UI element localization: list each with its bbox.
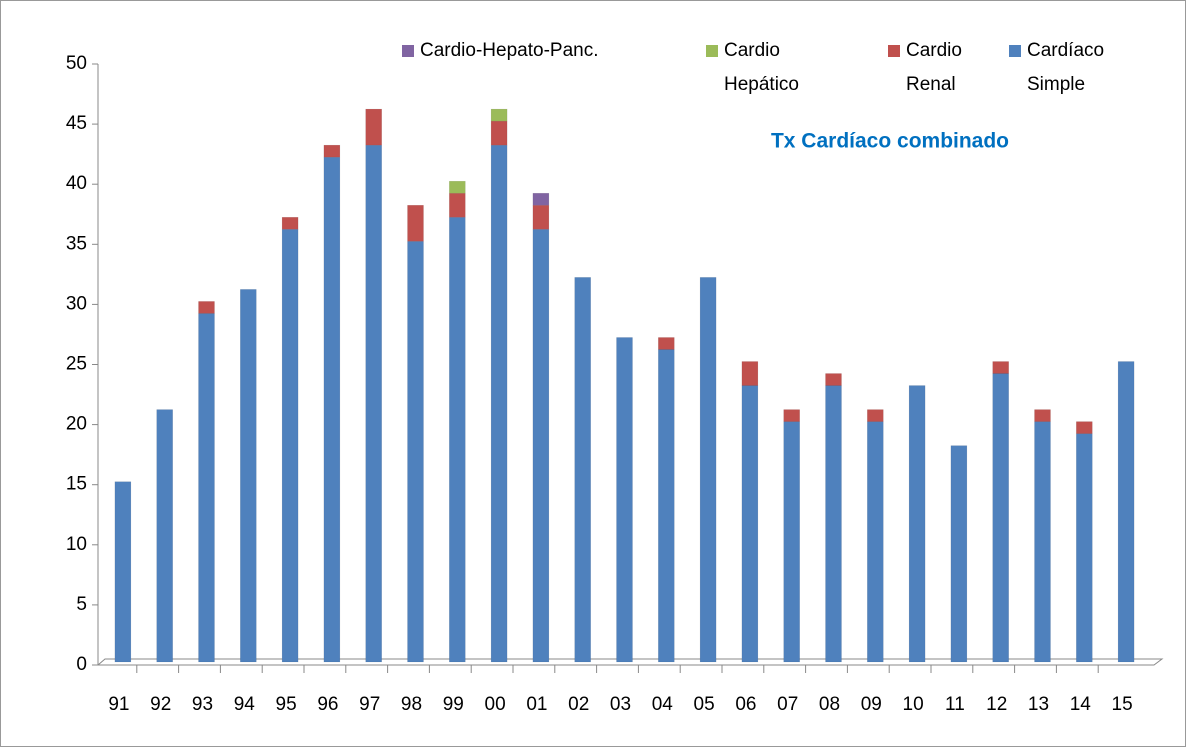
bar-segment: [1076, 421, 1093, 434]
x-tick-label: 96: [317, 694, 338, 715]
legend-swatch: [402, 45, 414, 57]
y-tick-label: 45: [66, 113, 87, 134]
chart-title: Tx Cardíaco combinado: [771, 130, 1009, 153]
bar-segment: [1034, 421, 1051, 663]
bar-segment: [867, 421, 884, 663]
bar-segment: [449, 217, 466, 663]
bar-segment: [281, 217, 299, 230]
x-tick-label: 93: [192, 694, 213, 715]
bar-segment: [240, 289, 257, 663]
x-tick-label: 13: [1028, 694, 1049, 715]
bar-segment: [407, 204, 424, 242]
bar-segment: [490, 144, 508, 663]
legend-label: Cardio-Hepato-Panc.: [420, 40, 599, 61]
legend-swatch: [888, 45, 900, 57]
x-tick-label: 10: [903, 694, 924, 715]
y-tick-label: 50: [66, 53, 87, 74]
bar-segment: [908, 385, 926, 663]
x-tick-label: 04: [652, 694, 674, 715]
x-tick-label: 92: [150, 694, 171, 715]
y-tick-label: 10: [66, 534, 87, 555]
y-tick-label: 0: [76, 654, 87, 675]
x-tick-label: 97: [359, 694, 380, 715]
x-tick-label: 06: [735, 694, 756, 715]
bar-segment: [658, 349, 675, 663]
bar-segment: [323, 144, 341, 158]
bar-segment: [616, 337, 633, 663]
x-tick-label: 02: [568, 694, 589, 715]
legend-label: Cardíaco Simple: [1027, 40, 1105, 95]
bar-segment: [198, 301, 215, 314]
y-tick-label: 40: [66, 173, 87, 194]
bar-segment: [950, 445, 968, 663]
bar-segment: [741, 385, 759, 663]
legend-label: Cardio Hepático: [724, 40, 799, 95]
x-tick-label: 94: [234, 694, 256, 715]
x-tick-label: 05: [694, 694, 715, 715]
x-tick-label: 11: [945, 694, 965, 715]
bar-segment: [449, 192, 466, 218]
bar-segment: [532, 204, 550, 230]
bar-segment: [156, 409, 173, 663]
bar-segment: [699, 277, 717, 663]
y-tick-label: 20: [66, 414, 87, 435]
y-tick-label: 15: [66, 474, 87, 495]
x-tick-label: 15: [1112, 694, 1133, 715]
x-tick-label: 12: [986, 694, 1007, 715]
bar-segment: [532, 229, 550, 663]
bar-segment: [783, 421, 800, 663]
x-tick-label: 91: [108, 694, 129, 715]
x-tick-label: 09: [861, 694, 882, 715]
bar-segment: [658, 337, 675, 350]
bar-segment: [323, 156, 341, 663]
x-tick-label: 03: [610, 694, 631, 715]
bar-segment: [365, 108, 382, 146]
legend-swatch: [1009, 45, 1021, 57]
y-tick-label: 30: [66, 293, 87, 314]
bar-segment: [490, 120, 508, 146]
bar-segment: [825, 373, 842, 386]
bar-segment: [407, 241, 424, 663]
x-tick-label: 01: [526, 694, 547, 715]
x-tick-label: 99: [443, 694, 464, 715]
bar-segment: [490, 108, 508, 122]
legend-swatch: [706, 45, 718, 57]
y-tick-label: 5: [76, 594, 87, 615]
bar-segment: [741, 361, 759, 386]
x-tick-label: 07: [777, 694, 798, 715]
y-tick-label: 25: [66, 354, 87, 375]
bar-segment: [825, 385, 842, 663]
bar-segment: [281, 229, 299, 663]
bar-segment: [114, 481, 132, 663]
bar-segment: [867, 409, 884, 422]
legend-item: Cardio Renal: [888, 34, 1006, 102]
bar-segment: [574, 277, 591, 663]
x-tick-label: 95: [276, 694, 297, 715]
bar-segment: [532, 192, 550, 206]
bar-segment: [1076, 433, 1093, 663]
bar-segment: [1117, 361, 1135, 663]
bar-segment: [365, 144, 382, 663]
bar-segment: [449, 180, 466, 194]
legend-item: Cardio Hepático: [706, 34, 824, 102]
bar-segment: [992, 361, 1009, 374]
bar-segment: [783, 409, 800, 422]
legend-item: Cardio-Hepato-Panc.: [402, 34, 599, 68]
bar-segment: [1034, 409, 1051, 422]
legend-item: Cardíaco Simple: [1009, 34, 1127, 102]
x-tick-label: 00: [485, 694, 506, 715]
bar-segment: [198, 313, 215, 663]
x-tick-label: 08: [819, 694, 840, 715]
x-tick-label: 14: [1070, 694, 1092, 715]
legend-label: Cardio Renal: [906, 40, 962, 95]
y-tick-label: 35: [66, 233, 87, 254]
x-tick-label: 98: [401, 694, 422, 715]
bar-segment: [992, 373, 1009, 663]
